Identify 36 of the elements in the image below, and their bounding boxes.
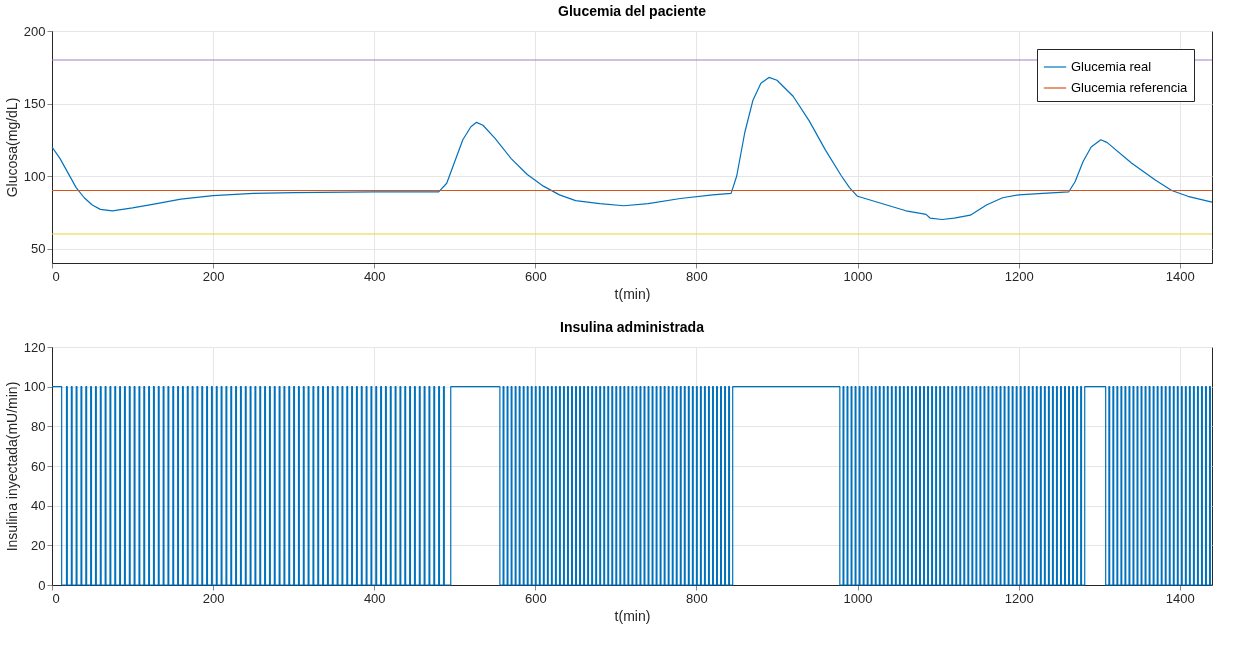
y-axis-title: Glucosa(mg/dL) (3, 97, 20, 198)
x-tick-label: 1000 (843, 590, 873, 606)
x-tick-label: 1000 (843, 268, 873, 284)
line-series (51, 76, 1213, 221)
legend-label: Glucemia referencia (1071, 80, 1189, 95)
x-axis-title: t(min) (614, 607, 651, 624)
x-tick-label: 400 (363, 268, 386, 284)
x-tick-label: 1400 (1165, 268, 1195, 284)
y-tick-label: 50 (31, 241, 46, 256)
x-tick-label: 0 (52, 268, 60, 284)
x-tick-label: 1200 (1004, 590, 1034, 606)
x-tick-label: 800 (686, 590, 708, 606)
y-tick-label: 0 (38, 577, 46, 593)
x-tick-label: 600 (524, 590, 547, 606)
y-tick-label: 200 (23, 23, 46, 39)
chart-title: Insulina administrada (560, 319, 705, 335)
y-tick-label: 100 (23, 168, 46, 184)
y-tick-label: 20 (31, 537, 46, 553)
x-axis-title: t(min) (614, 285, 651, 302)
y-axis-title: Insulina inyectada(mU/min) (3, 381, 20, 552)
y-tick-label: 80 (31, 418, 46, 434)
x-tick-label: 1400 (1165, 590, 1195, 606)
x-tick-label: 200 (202, 268, 225, 284)
x-tick-label: 600 (524, 268, 547, 284)
x-tick-label: 1200 (1004, 268, 1034, 284)
chart-title: Glucemia del paciente (558, 3, 707, 19)
y-tick-label: 60 (31, 458, 46, 474)
x-tick-label: 400 (363, 590, 386, 606)
y-tick-label: 40 (31, 498, 46, 514)
y-tick-label: 120 (23, 339, 46, 355)
x-tick-label: 0 (52, 590, 60, 606)
x-tick-label: 800 (686, 268, 708, 284)
x-tick-label: 200 (202, 590, 225, 606)
y-tick-label: 150 (23, 96, 46, 111)
legend-label: Glucemia real (1071, 59, 1152, 74)
y-tick-label: 100 (23, 379, 46, 395)
